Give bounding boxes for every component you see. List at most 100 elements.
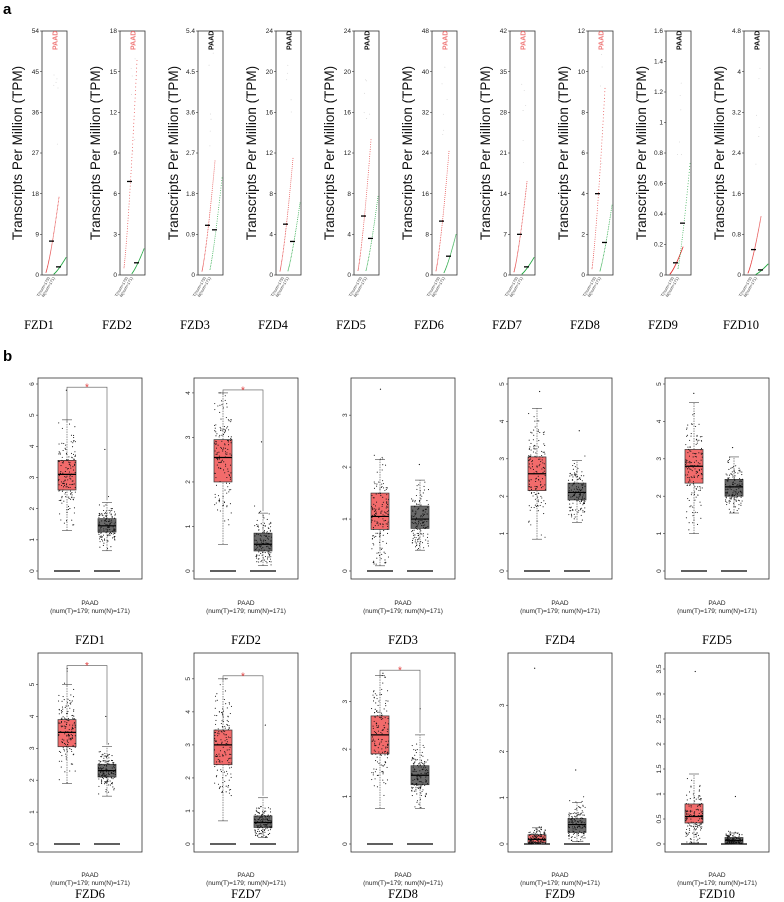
data-point [385, 561, 387, 563]
data-point [538, 440, 540, 442]
data-point [227, 736, 230, 738]
tumor-point [204, 254, 206, 255]
data-point [727, 841, 729, 843]
data-point [728, 830, 730, 832]
data-point [697, 474, 699, 477]
data-point [727, 461, 729, 463]
data-point [580, 839, 582, 841]
data-point [530, 842, 532, 844]
data-point [377, 524, 379, 526]
data-point [535, 478, 537, 480]
data-point [228, 764, 230, 766]
data-point [59, 722, 61, 724]
tumor-point [53, 231, 55, 233]
data-point [214, 714, 216, 716]
data-point [697, 826, 699, 828]
data-point [380, 486, 382, 488]
data-point [411, 795, 413, 797]
normal-point [366, 266, 368, 268]
data-point [530, 449, 532, 451]
tumor-point [283, 247, 285, 249]
data-point [68, 456, 70, 458]
normal-point [608, 222, 610, 224]
data-point [412, 516, 414, 518]
data-point [541, 497, 543, 499]
data-point [377, 726, 379, 728]
data-point [386, 779, 389, 781]
data-point [268, 532, 270, 534]
normal-point [211, 260, 213, 261]
y-tick-label: 21 [500, 150, 508, 157]
data-point [578, 488, 580, 490]
tumor-point [213, 170, 215, 172]
data-point [382, 464, 384, 466]
data-point [222, 708, 224, 710]
data-point [256, 555, 258, 557]
data-point [103, 516, 105, 519]
normal-point [606, 234, 608, 236]
data-point [104, 513, 106, 515]
data-point [528, 479, 530, 481]
data-point [531, 466, 534, 468]
data-point [383, 724, 385, 726]
tumor-point [286, 221, 288, 223]
max-point [693, 392, 695, 394]
tumor-point [203, 261, 205, 263]
data-point [425, 779, 427, 781]
data-point [420, 772, 422, 775]
cancer-label: PAAD [755, 31, 762, 50]
tumor-point [57, 205, 59, 206]
tumor-point [279, 269, 281, 271]
data-point [578, 496, 580, 498]
tumor-point [445, 183, 447, 184]
y-tick-label: 1.5 [656, 764, 663, 773]
data-point [738, 467, 740, 469]
data-point [583, 824, 585, 826]
data-point [583, 492, 585, 494]
tumor-point [367, 178, 369, 180]
data-point [425, 767, 427, 769]
data-point [536, 420, 538, 422]
data-point [424, 770, 427, 772]
data-point [269, 826, 271, 828]
data-point [373, 503, 375, 505]
data-point [99, 525, 101, 527]
tumor-point [281, 256, 283, 258]
tumor-point [524, 196, 526, 197]
data-point [574, 474, 576, 476]
data-point [74, 463, 76, 465]
data-point [701, 811, 703, 813]
data-point [728, 458, 731, 460]
normal-point [289, 263, 291, 265]
tumor-point [436, 265, 438, 267]
tumor-point [437, 260, 439, 262]
data-point [387, 690, 389, 692]
tumor-point [518, 244, 520, 246]
data-point [574, 815, 576, 817]
tumor-point [203, 262, 204, 264]
tumor-point [280, 267, 282, 269]
data-point [61, 495, 63, 498]
data-point [569, 503, 571, 505]
data-point [226, 452, 228, 454]
data-point [383, 782, 385, 784]
data-point [412, 499, 414, 501]
data-point [698, 452, 700, 454]
data-point [106, 782, 108, 784]
data-point [71, 750, 73, 752]
y-tick-label: 9 [35, 232, 39, 239]
tumor-point [212, 180, 214, 182]
data-point [581, 483, 583, 486]
data-point [110, 759, 113, 762]
data-point [73, 710, 75, 712]
tumor-point [600, 163, 601, 165]
y-axis-label: Transcripts Per Million (TPM) [322, 66, 337, 240]
data-point [733, 490, 735, 492]
data-point [107, 778, 109, 780]
data-point [381, 553, 383, 555]
tumor-point [368, 165, 370, 167]
data-point [73, 458, 75, 460]
data-point [107, 775, 109, 777]
tumor-point [444, 191, 446, 193]
data-point [261, 827, 264, 829]
